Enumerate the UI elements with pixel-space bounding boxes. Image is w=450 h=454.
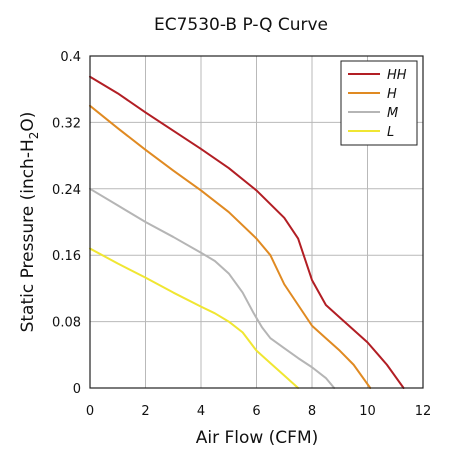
y-tick-label: 0.4	[60, 50, 81, 65]
y-tick-label: 0.16	[52, 249, 81, 264]
legend-label-h: H	[387, 87, 397, 102]
chart-title: EC7530-B P-Q Curve	[154, 15, 328, 35]
x-tick-label: 2	[141, 404, 149, 419]
x-tick-label: 0	[86, 404, 94, 419]
x-tick-label: 10	[359, 404, 376, 419]
y-axis-title-end: O)	[18, 112, 38, 132]
plot-frame	[89, 55, 424, 389]
x-tick-label: 4	[197, 404, 205, 419]
x-tick-label: 8	[308, 404, 316, 419]
x-tick-labels: 0 2 4 6 8 10 12	[86, 404, 431, 419]
y-tick-label: 0.08	[52, 316, 81, 331]
y-axis-title-main: Static Pressure (inch-H	[18, 139, 38, 332]
y-tick-labels: 0 0.08 0.16 0.24 0.32 0.4	[52, 50, 81, 397]
legend-label-m: M	[387, 106, 398, 121]
legend-label-hh: HH	[387, 68, 407, 83]
y-tick-label: 0	[73, 382, 81, 397]
x-tick-label: 12	[415, 404, 432, 419]
x-tick-label: 6	[252, 404, 260, 419]
legend-label-l: L	[387, 125, 394, 140]
series-line-hh	[89, 75, 405, 389]
y-axis-title-subscript: 2	[27, 132, 41, 140]
y-tick-label: 0.32	[52, 116, 81, 131]
y-axis-title: Static Pressure (inch-H2O)	[18, 112, 41, 333]
series-line-l	[89, 247, 300, 389]
series-line-m	[89, 187, 336, 389]
x-axis-title: Air Flow (CFM)	[196, 428, 319, 448]
y-tick-label: 0.24	[52, 183, 81, 198]
series-line-h	[89, 104, 372, 389]
series-layer	[89, 75, 405, 389]
